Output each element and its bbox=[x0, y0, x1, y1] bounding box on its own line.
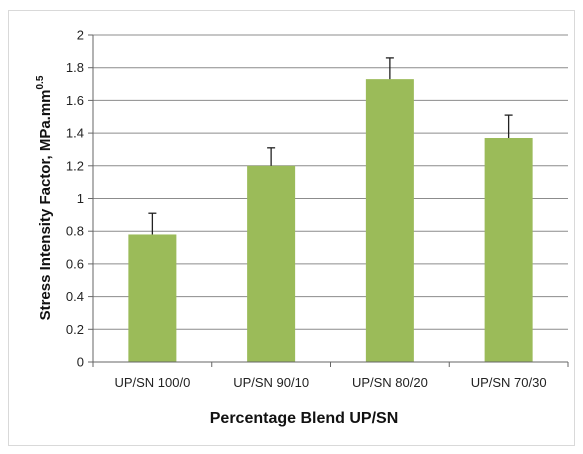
y-axis-title-exponent: 0.5 bbox=[35, 75, 46, 89]
y-tick-label: 2 bbox=[77, 28, 84, 43]
y-tick-label: 0.8 bbox=[66, 224, 84, 239]
y-tick-labels: 0 0.2 0.4 0.6 0.8 1 1.2 1.4 1.6 1.8 2 bbox=[66, 28, 84, 370]
x-axis-title: Percentage Blend UP/SN bbox=[210, 410, 399, 427]
y-tick-label: 0.2 bbox=[66, 322, 84, 337]
bar bbox=[247, 165, 296, 362]
x-tick-label: UP/SN 70/30 bbox=[471, 375, 547, 390]
y-tick-label: 1.6 bbox=[66, 93, 84, 108]
y-tick-label: 0.6 bbox=[66, 256, 84, 271]
x-tick-label: UP/SN 100/0 bbox=[114, 375, 190, 390]
y-tick-label: 0.4 bbox=[66, 289, 84, 304]
error-bars bbox=[148, 57, 513, 235]
bar bbox=[128, 234, 177, 362]
y-axis-title-text: Stress Intensity Factor, MPa.mm bbox=[37, 89, 54, 320]
x-tick-labels: UP/SN 100/0 UP/SN 90/10 UP/SN 80/20 UP/SN 7… bbox=[92, 362, 569, 390]
y-tick-label: 1.4 bbox=[66, 126, 84, 141]
x-tick-label: UP/SN 80/20 bbox=[352, 375, 428, 390]
y-tick-label: 1.8 bbox=[66, 60, 84, 75]
bars bbox=[128, 79, 533, 363]
y-axis-title: Stress Intensity Factor, MPa.mm0.5 bbox=[35, 75, 54, 320]
y-tick-label: 0 bbox=[77, 355, 84, 370]
y-tick-label: 1 bbox=[77, 191, 84, 206]
bar bbox=[365, 79, 414, 363]
bar bbox=[484, 138, 533, 362]
x-tick-label: UP/SN 90/10 bbox=[233, 375, 309, 390]
y-tick-label: 1.2 bbox=[66, 158, 84, 173]
